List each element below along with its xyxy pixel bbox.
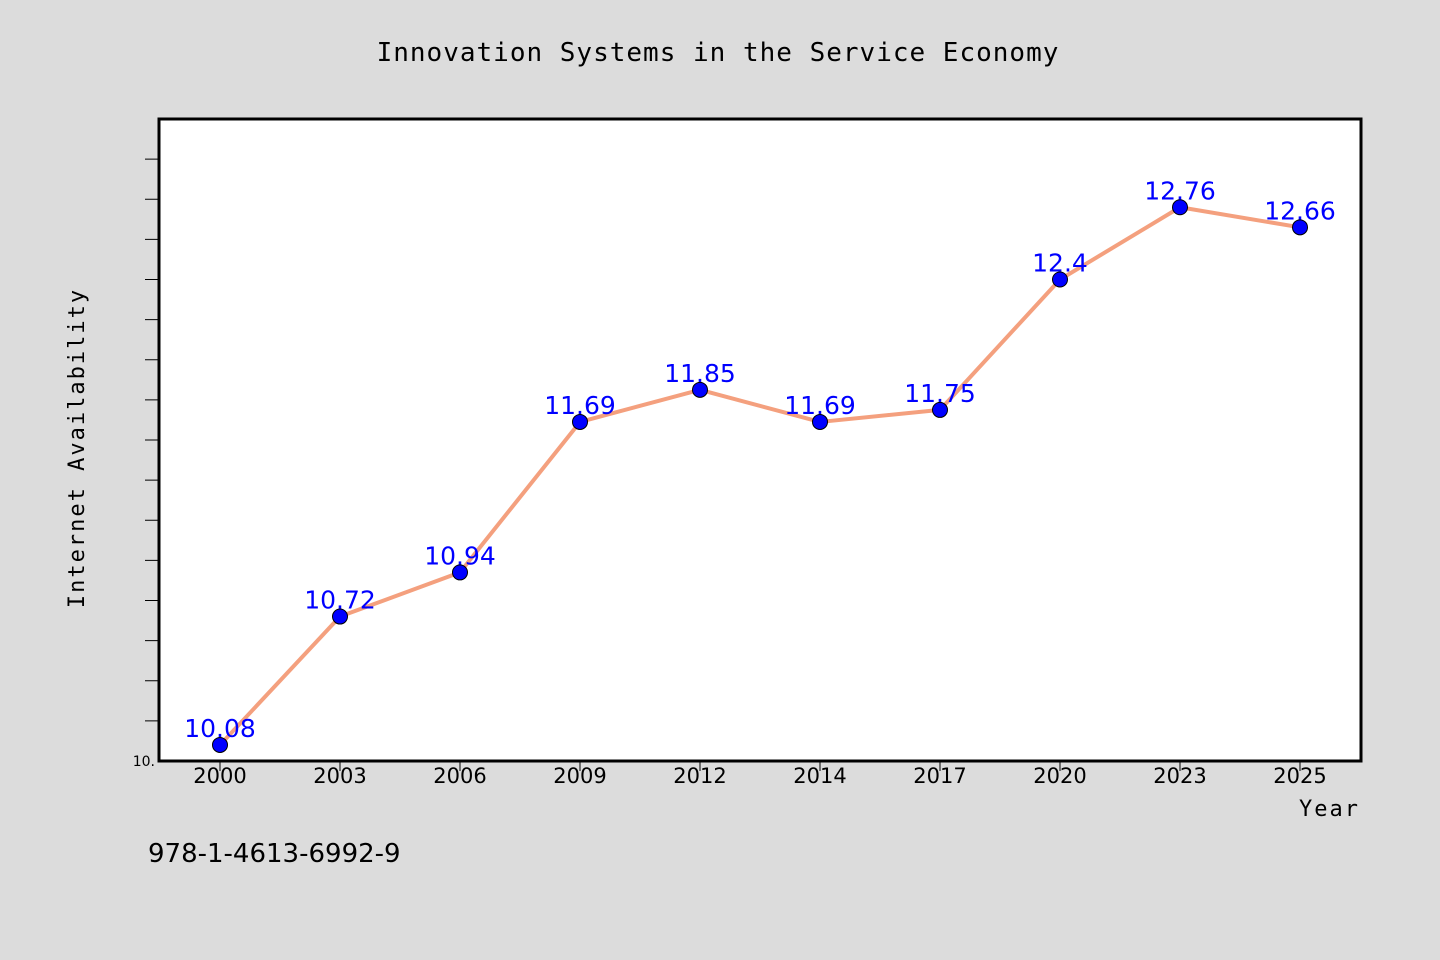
data-label: 11.69 <box>544 391 616 420</box>
data-label: 11.75 <box>904 379 976 408</box>
y-tick-label: 10. <box>133 754 155 770</box>
plot-area <box>157 117 1363 763</box>
x-tick-label: 2023 <box>1153 764 1206 788</box>
data-point <box>1172 199 1188 216</box>
x-tick-label: 2006 <box>433 764 486 788</box>
data-point <box>212 736 228 753</box>
data-label: 10.94 <box>424 541 496 570</box>
x-tick-label: 2009 <box>553 764 606 788</box>
data-label: 12.66 <box>1264 196 1336 225</box>
x-tick-label: 2012 <box>673 764 726 788</box>
x-tick-label: 2017 <box>913 764 966 788</box>
data-label: 11.69 <box>784 391 856 420</box>
data-label: 10.72 <box>304 586 376 615</box>
data-point <box>932 401 948 418</box>
data-label: 12.76 <box>1144 176 1216 205</box>
data-point <box>692 381 708 398</box>
data-label: 12.4 <box>1032 249 1088 278</box>
x-tick-label: 2000 <box>193 764 246 788</box>
x-tick-label: 2003 <box>313 764 366 788</box>
x-tick-label: 2025 <box>1273 764 1326 788</box>
data-point <box>1292 219 1308 236</box>
x-axis-title: Year <box>1299 797 1360 822</box>
y-axis-title: Internet Availability <box>65 288 90 608</box>
data-point <box>572 413 588 430</box>
x-axis-ticks: 2000 2003 2006 2009 2012 2014 2017 2020 2023 2025 <box>193 761 1327 788</box>
data-point <box>812 413 828 430</box>
data-label: 11.85 <box>664 359 736 388</box>
series-group: 10.08 10.72 10.94 11.69 11.85 11.69 11.75 12.4 1… <box>184 176 1336 753</box>
data-point <box>1052 271 1068 288</box>
isbn-footer: 978-1-4613-6992-9 <box>148 839 401 869</box>
data-point <box>332 608 348 625</box>
data-label: 10.08 <box>184 714 256 743</box>
chart-title: Innovation Systems in the Service Econom… <box>377 38 1060 68</box>
y-axis-ticks: 10. <box>133 158 159 770</box>
series-line <box>218 205 1301 747</box>
data-point <box>452 564 468 581</box>
x-tick-label: 2014 <box>793 764 846 788</box>
x-tick-label: 2020 <box>1033 764 1086 788</box>
